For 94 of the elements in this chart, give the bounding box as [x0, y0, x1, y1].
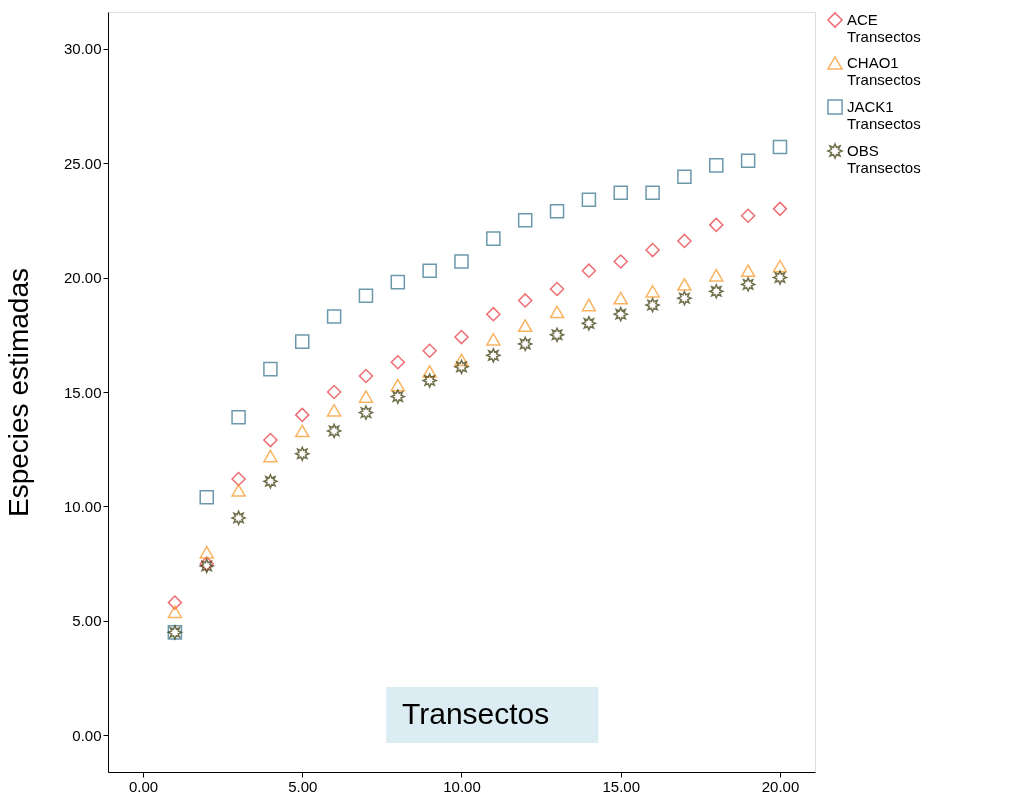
point [740, 277, 756, 292]
point [231, 510, 246, 526]
point [390, 378, 406, 392]
y-tick-label: 10.00 [63, 497, 102, 515]
point [358, 390, 374, 403]
point [613, 291, 628, 305]
point [677, 169, 692, 185]
point [422, 263, 437, 278]
point [486, 231, 501, 246]
point [326, 309, 342, 324]
point [677, 278, 692, 291]
point [709, 268, 724, 282]
point [709, 284, 724, 299]
y-tick-label: 15.00 [63, 383, 102, 401]
point [295, 446, 310, 462]
point [295, 334, 310, 349]
legend-label: ACE Transectos [847, 11, 921, 45]
point [358, 368, 374, 384]
point [549, 327, 565, 343]
y-axis-title: Especies estimadas [2, 267, 34, 518]
point [454, 329, 469, 345]
point [486, 332, 501, 346]
point [231, 409, 246, 425]
point [517, 336, 533, 352]
point [517, 213, 533, 228]
x-tick-label: 10.00 [443, 777, 481, 795]
point [326, 403, 342, 417]
point [740, 208, 756, 223]
point [422, 365, 437, 378]
y-tick-label: 20.00 [63, 269, 102, 287]
point [772, 139, 788, 155]
point [454, 359, 469, 375]
point [199, 490, 214, 505]
point [263, 474, 278, 489]
point [358, 405, 374, 420]
point [581, 316, 597, 331]
y-tick-label: 30.00 [63, 40, 102, 58]
point [613, 185, 628, 201]
point [486, 306, 501, 322]
point [454, 353, 469, 367]
point [613, 254, 628, 269]
point [199, 545, 214, 559]
point [422, 343, 437, 359]
point [549, 305, 565, 319]
point [231, 471, 246, 487]
point [645, 297, 660, 313]
point [263, 361, 278, 377]
legend-label: JACK1 Transectos [847, 98, 921, 132]
point [709, 158, 724, 173]
point [231, 484, 246, 497]
point [263, 449, 278, 463]
x-axis-title: Transectos [402, 697, 550, 730]
legend-label: CHAO1 Transectos [847, 54, 921, 88]
point [295, 407, 310, 423]
x-tick-label: 5.00 [288, 777, 318, 795]
point [422, 373, 437, 388]
point [549, 203, 565, 219]
point [645, 284, 660, 298]
point [709, 217, 724, 233]
point [517, 293, 533, 308]
point [772, 201, 788, 217]
point [454, 254, 469, 269]
x-tick-label: 20.00 [761, 777, 800, 795]
point [772, 259, 788, 273]
point [581, 192, 597, 207]
point [645, 185, 660, 201]
point [295, 424, 310, 438]
point [390, 389, 406, 404]
point [517, 319, 533, 333]
legend-label: OBS Transectos [847, 142, 921, 176]
point [772, 270, 788, 285]
point [358, 288, 374, 304]
point [326, 423, 342, 439]
point [677, 233, 692, 249]
x-tick-label: 0.00 [128, 777, 159, 795]
point [167, 605, 183, 619]
y-tick-label: 0.00 [72, 726, 102, 744]
x-tick-label: 15.00 [602, 777, 641, 795]
point [390, 274, 406, 290]
point [581, 298, 597, 312]
y-tick-label: 5.00 [72, 612, 102, 630]
point [740, 264, 756, 278]
point [677, 290, 692, 306]
point [645, 242, 660, 258]
point [613, 306, 628, 322]
point [167, 595, 183, 610]
point [326, 384, 342, 400]
point [581, 263, 597, 278]
point [740, 153, 756, 169]
point [549, 281, 565, 297]
y-tick-label: 25.00 [63, 154, 102, 172]
point [263, 432, 278, 448]
point [486, 348, 501, 363]
point [390, 354, 406, 370]
